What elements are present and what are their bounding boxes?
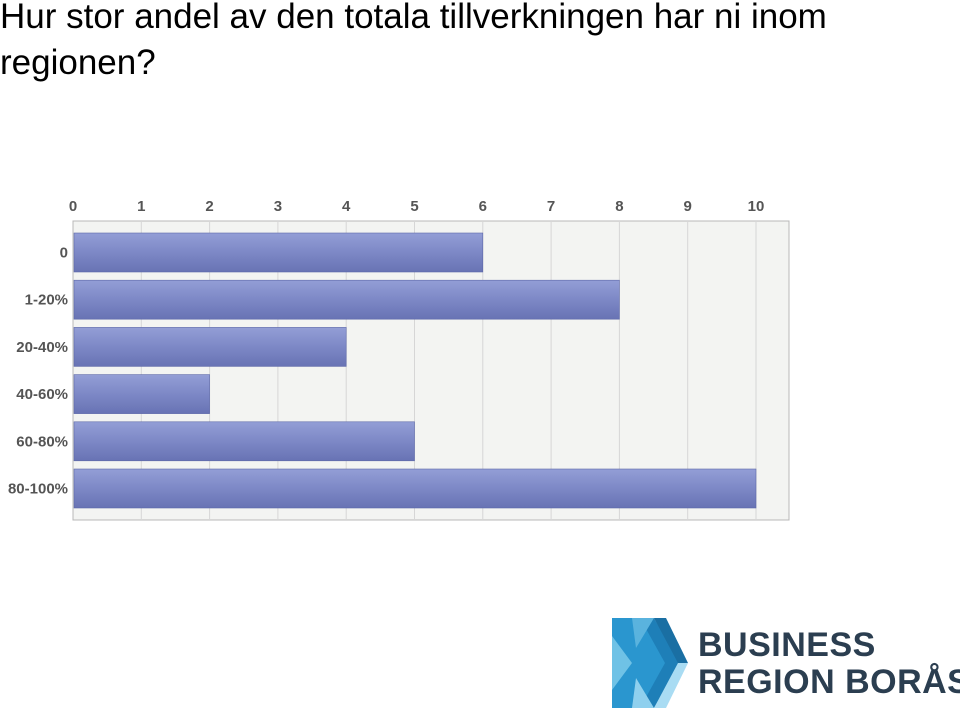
category-label: 1-20% [25,292,68,309]
logo-text-line1: BUSINESS [698,626,876,664]
category-label: 0 [60,245,68,262]
slide-title: Hur stor andel av den totala tillverknin… [0,0,827,82]
category-label: 40-60% [16,386,68,403]
x-tick-label: 4 [342,198,351,215]
bar [73,374,210,414]
x-tick-label: 9 [684,198,692,215]
bar [73,421,415,462]
x-tick-label: 10 [748,198,765,215]
bar-chart: 0 1 2 3 4 5 6 7 8 9 10 0 1-20% 20-40% 40-60% 60-80% 80-… [8,198,790,521]
x-tick-label: 3 [274,198,282,215]
bar [73,327,347,367]
bar [73,232,484,273]
business-region-boras-logo [610,616,960,711]
x-tick-label: 7 [547,198,555,215]
x-tick-label: 1 [137,198,145,215]
x-tick-label: 8 [615,198,623,215]
x-tick-label: 0 [69,198,77,215]
x-tick-label: 6 [479,198,487,215]
logo-text-line2: REGION BORÅS [698,663,960,701]
category-label: 80-100% [8,481,68,498]
category-label: 60-80% [16,433,68,450]
x-tick-label: 2 [205,198,213,215]
x-tick-label: 5 [410,198,418,215]
category-label: 20-40% [16,339,68,356]
bar [73,279,620,320]
logo-mark-icon [612,618,688,708]
bar [73,468,757,509]
